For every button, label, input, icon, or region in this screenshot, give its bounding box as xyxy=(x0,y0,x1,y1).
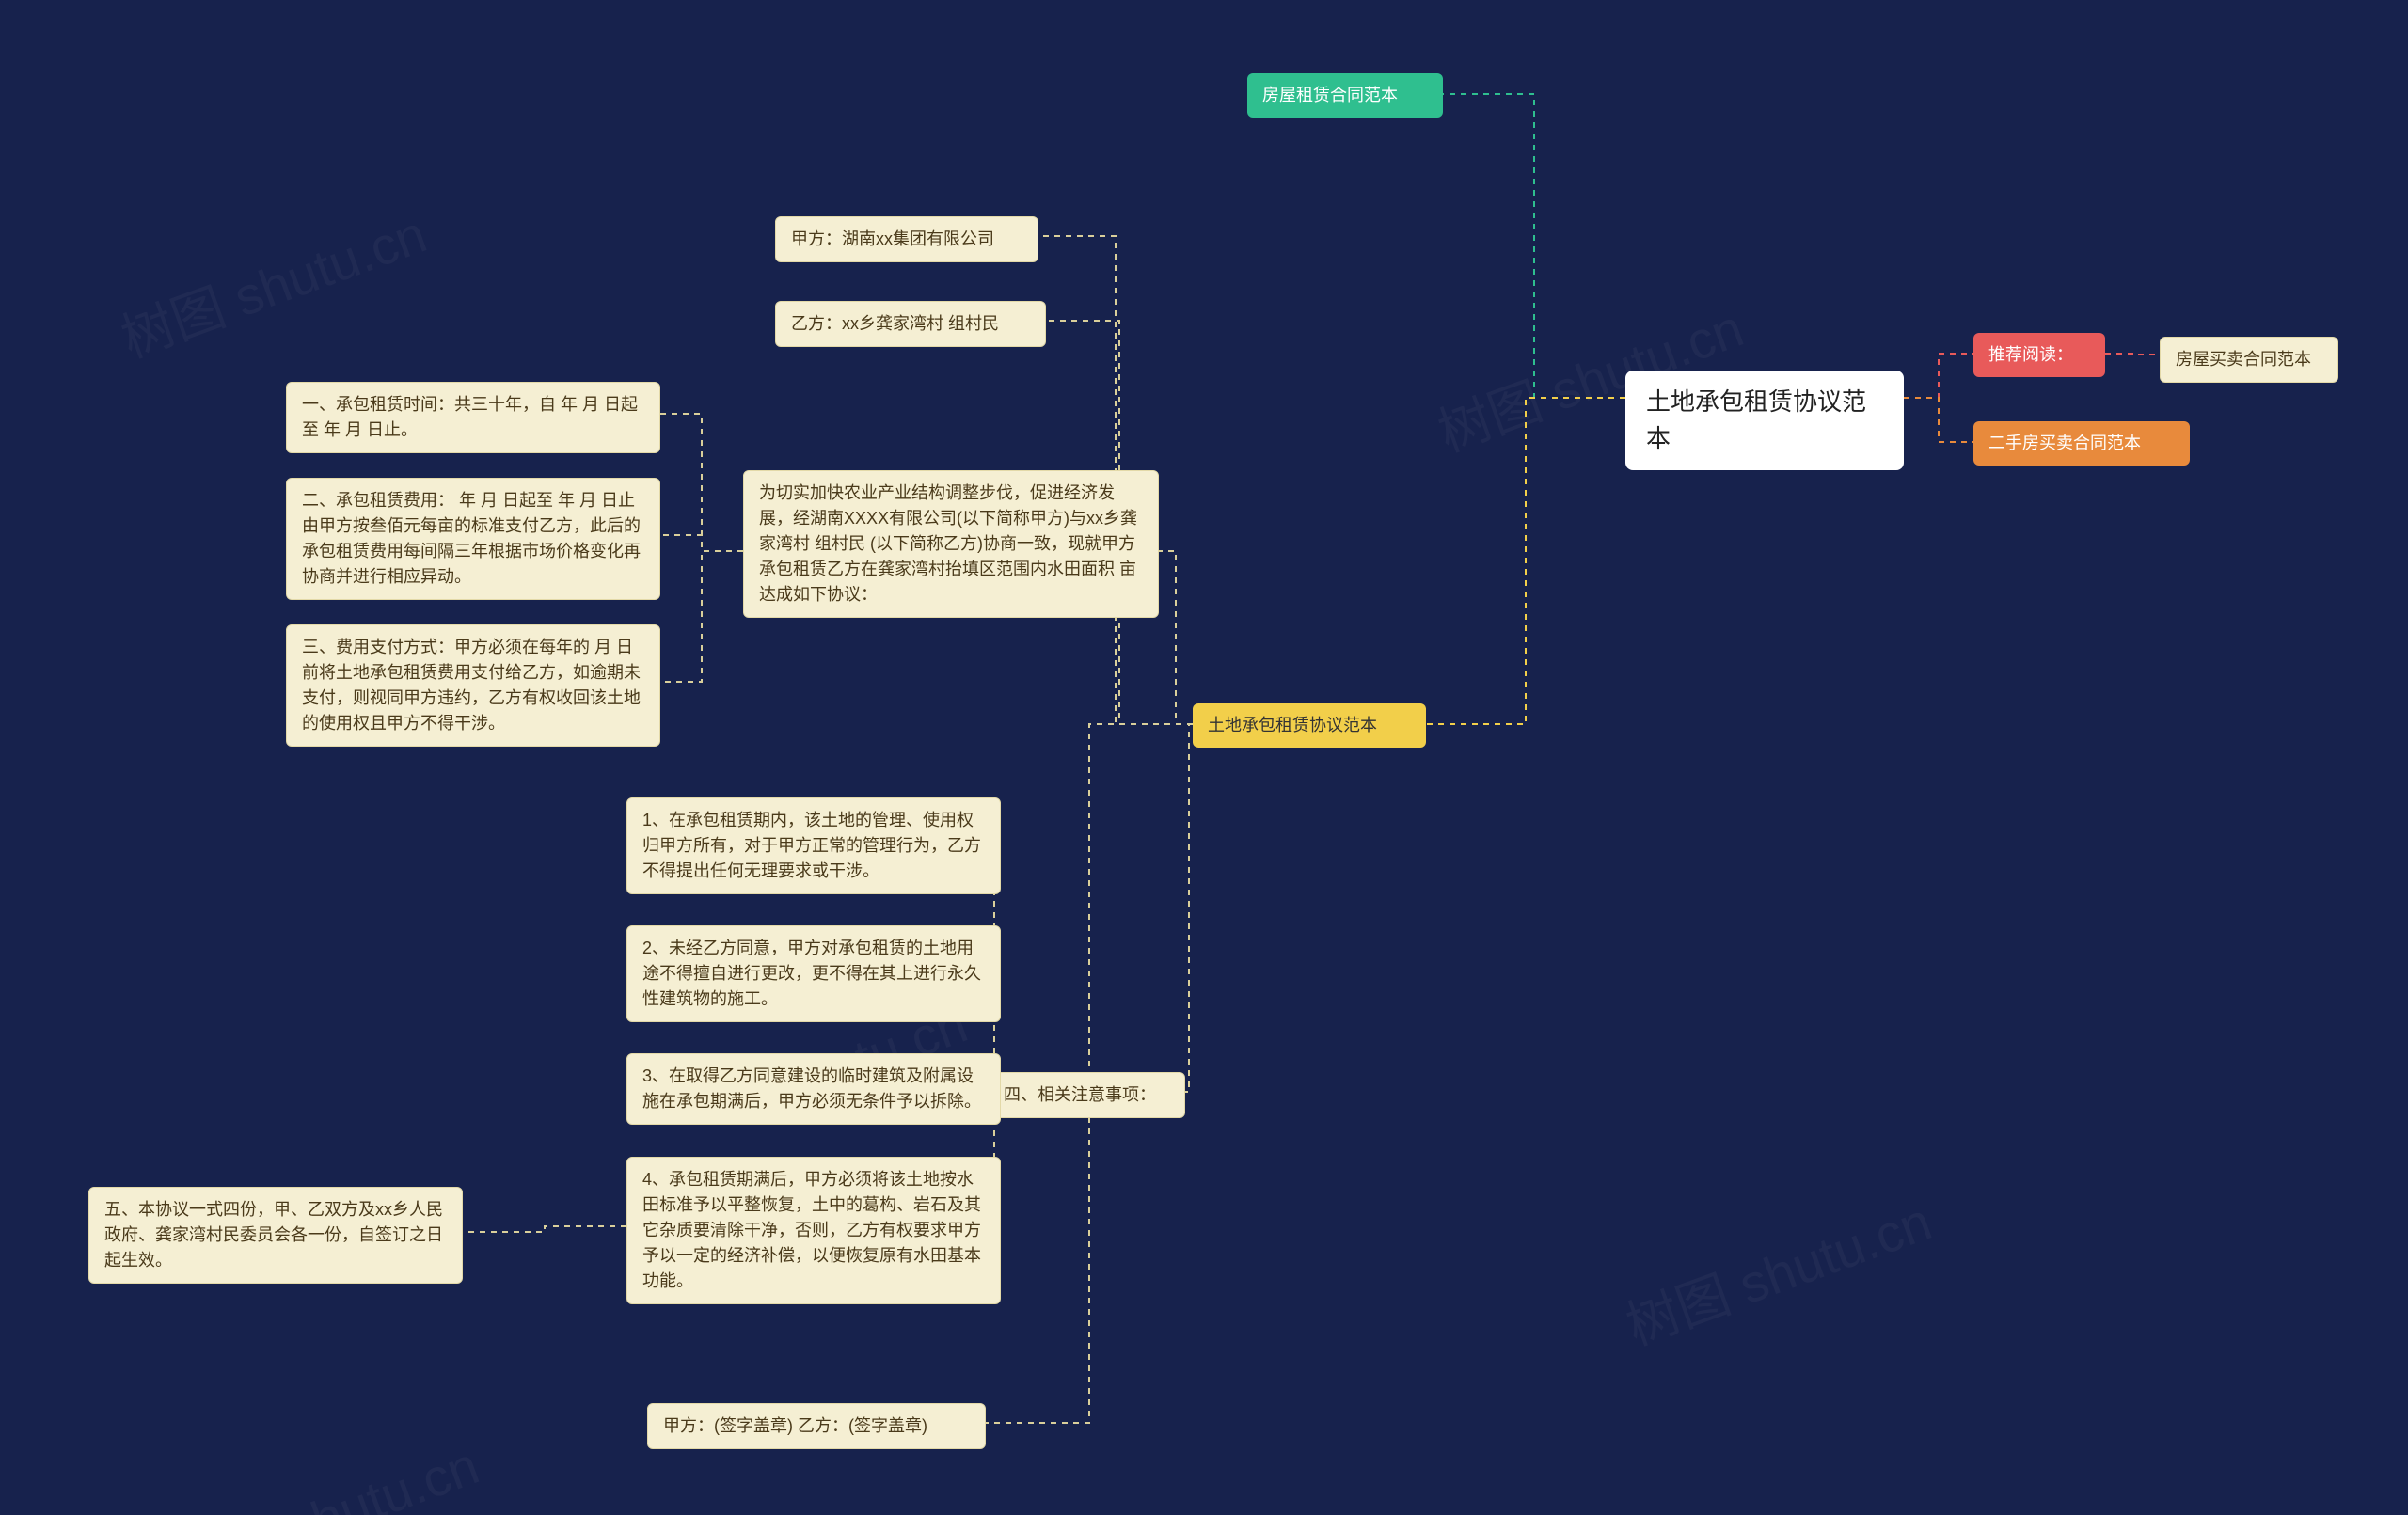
leaf-note4: 4、承包租赁期满后，甲方必须将该土地按水田标准予以平整恢复，土中的葛构、岩石及其… xyxy=(626,1157,1001,1304)
leaf-copies: 五、本协议一式四份，甲、乙双方及xx乡人民政府、龚家湾村民委员会各一份，自签订之… xyxy=(88,1187,463,1284)
leaf-term3: 三、费用支付方式：甲方必须在每年的 月 日前将土地承包租赁费用支付给乙方，如逾期… xyxy=(286,624,660,747)
edge xyxy=(1426,398,1625,724)
branch-house-lease[interactable]: 房屋租赁合同范本 xyxy=(1247,73,1443,118)
root-node[interactable]: 土地承包租赁协议范本 xyxy=(1625,371,1904,470)
leaf-preamble: 为切实加快农业产业结构调整步伐，促进经济发展，经湖南XXXX有限公司(以下简称甲… xyxy=(743,470,1159,618)
branch-secondhand[interactable]: 二手房买卖合同范本 xyxy=(1973,421,2190,466)
edge xyxy=(1185,724,1193,1092)
edge xyxy=(1443,94,1625,398)
edge xyxy=(660,535,743,551)
edge xyxy=(1904,398,1973,442)
branch-land-lease[interactable]: 土地承包租赁协议范本 xyxy=(1193,703,1426,748)
edge xyxy=(1904,354,1973,398)
leaf-item4: 四、相关注意事项： xyxy=(988,1072,1185,1118)
leaf-note1: 1、在承包租赁期内，该土地的管理、使用权归甲方所有，对于甲方正常的管理行为，乙方… xyxy=(626,797,1001,894)
leaf-party-b: 乙方：xx乡龚家湾村 组村民 xyxy=(775,301,1046,347)
edge xyxy=(660,414,743,551)
leaf-term2: 二、承包租赁费用： 年 月 日起至 年 月 日止由甲方按叁佰元每亩的标准支付乙方… xyxy=(286,478,660,600)
watermark: 树图 shutu.cn xyxy=(1614,1179,1941,1360)
watermark: 图 shutu.cn xyxy=(212,1424,488,1515)
leaf-note2: 2、未经乙方同意，甲方对承包租赁的土地用途不得擅自进行更改，更不得在其上进行永久… xyxy=(626,925,1001,1022)
leaf-party-a: 甲方：湖南xx集团有限公司 xyxy=(775,216,1038,262)
branch-recommended[interactable]: 推荐阅读： xyxy=(1973,333,2105,377)
edge xyxy=(1159,551,1193,724)
edge xyxy=(660,551,743,682)
edge xyxy=(2105,354,2160,355)
leaf-term1: 一、承包租赁时间：共三十年，自 年 月 日起至 年 月 日止。 xyxy=(286,382,660,453)
leaf-note3: 3、在取得乙方同意建设的临时建筑及附属设施在承包期满后，甲方必须无条件予以拆除。 xyxy=(626,1053,1001,1125)
edge xyxy=(463,1226,626,1232)
leaf-signatures: 甲方：(签字盖章) 乙方：(签字盖章) xyxy=(647,1403,986,1449)
edge-layer xyxy=(0,0,2408,1515)
leaf-house-sale[interactable]: 房屋买卖合同范本 xyxy=(2160,337,2338,383)
watermark: 树图 shutu.cn xyxy=(109,192,436,372)
